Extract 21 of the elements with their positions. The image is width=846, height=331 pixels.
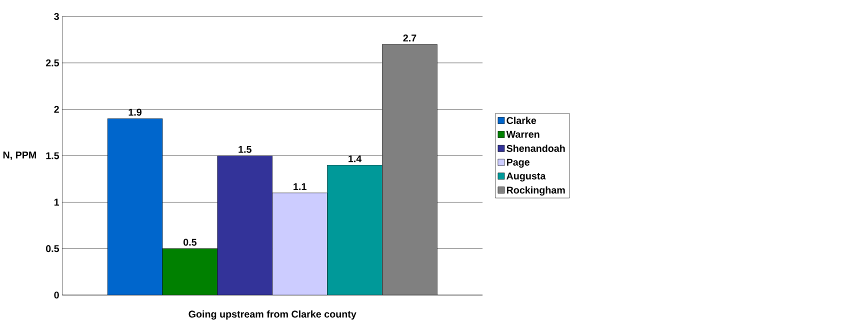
y-tick-label: 2 [54, 106, 59, 113]
y-tick-label: 3 [54, 12, 59, 20]
y-tick-label: 1 [54, 198, 60, 206]
data-label: 1.5 [238, 146, 252, 153]
legend-label: Warren [506, 130, 540, 138]
data-label: 2.7 [403, 34, 416, 42]
legend-label: Augusta [506, 172, 546, 182]
data-label: 0.5 [184, 238, 197, 246]
legend-label: Page [506, 158, 530, 168]
data-label: 1.1 [294, 183, 306, 190]
y-tick-label: 0 [54, 291, 59, 298]
legend-label: Shenandoah [506, 144, 565, 152]
legend-label: Clarke [506, 116, 536, 124]
y-tick-label: 0.5 [46, 244, 60, 252]
y-axis-title: N, PPM [3, 151, 36, 160]
data-label: 1.9 [128, 108, 142, 116]
legend-label: Rockingham [506, 186, 565, 196]
data-label: 1.4 [348, 155, 362, 162]
y-tick-label: 2.5 [46, 59, 60, 66]
x-axis-title: Going upstream from Clarke county [188, 310, 356, 320]
y-tick-label: 1.5 [46, 152, 60, 160]
